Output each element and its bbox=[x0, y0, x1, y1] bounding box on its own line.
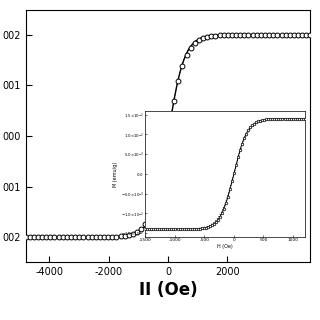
X-axis label: II (Oe): II (Oe) bbox=[139, 281, 197, 300]
